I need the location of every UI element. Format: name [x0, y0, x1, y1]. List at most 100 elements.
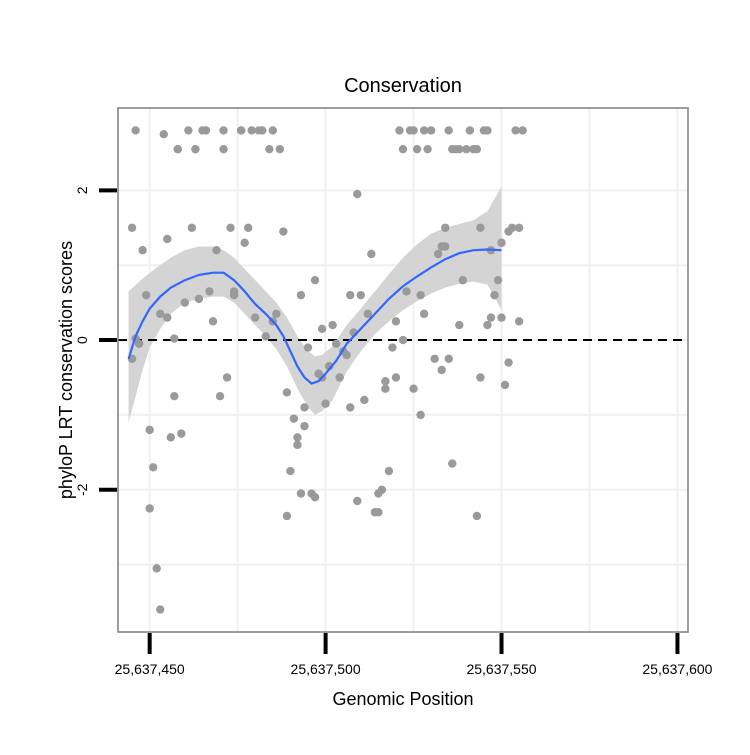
data-point: [507, 223, 517, 232]
data-point: [258, 126, 267, 135]
data-point: [377, 485, 387, 494]
data-point: [265, 144, 274, 154]
panel-frame-layer: [117, 107, 689, 633]
data-point: [398, 144, 408, 154]
data-point: [215, 392, 225, 401]
data-point: [409, 384, 418, 393]
data-point: [275, 144, 285, 154]
data-point: [145, 504, 154, 513]
data-point: [433, 249, 443, 259]
data-point: [156, 605, 165, 614]
data-point: [300, 403, 309, 412]
data-point: [472, 144, 482, 154]
data-point: [391, 373, 401, 382]
data-point: [300, 421, 309, 431]
data-point: [321, 399, 330, 408]
data-point: [191, 144, 200, 154]
data-point: [170, 392, 179, 401]
data-point: [483, 126, 492, 135]
data-point: [138, 246, 147, 255]
data-point: [310, 493, 320, 502]
data-point: [219, 126, 228, 135]
data-point: [444, 126, 453, 135]
data-point: [173, 144, 183, 154]
data-point: [346, 403, 355, 412]
data-point: [286, 466, 295, 476]
data-point: [514, 317, 524, 326]
data-point: [219, 144, 228, 154]
data-point: [208, 317, 218, 326]
data-point: [282, 388, 292, 397]
data-point: [476, 223, 485, 232]
data-point: [177, 429, 186, 438]
data-point: [367, 249, 376, 259]
data-point: [243, 223, 253, 232]
smooth-line: [127, 248, 502, 385]
data-point: [134, 339, 144, 348]
data-point: [148, 463, 158, 472]
data-point: [416, 290, 425, 300]
data-point: [180, 298, 190, 307]
data-point: [289, 414, 299, 423]
data-point: [353, 496, 362, 506]
data-point: [236, 126, 246, 135]
data-point: [472, 511, 482, 521]
data-point: [296, 290, 306, 300]
x-tick-label: 25,637,500: [291, 661, 361, 677]
data-point: [226, 223, 235, 232]
data-point: [184, 126, 193, 135]
x-axis-label: Genomic Position: [332, 689, 473, 709]
data-point: [360, 395, 369, 405]
data-point: [293, 440, 302, 450]
data-point: [437, 365, 446, 375]
x-tick-label: 25,637,600: [642, 661, 712, 677]
x-tick-label: 25,637,450: [115, 661, 185, 677]
data-point: [458, 275, 468, 285]
data-point: [131, 126, 140, 135]
data-point: [194, 294, 204, 304]
data-point: [282, 511, 292, 521]
data-point: [493, 275, 503, 285]
data-point: [412, 144, 422, 154]
data-point: [268, 126, 278, 135]
data-point: [518, 126, 527, 135]
data-point: [444, 354, 453, 363]
data-point: [293, 433, 302, 442]
data-point: [465, 126, 475, 135]
data-point: [490, 290, 499, 300]
data-point: [441, 223, 450, 232]
data-point: [310, 275, 320, 285]
data-point: [497, 238, 506, 247]
y-tick-label: 2: [74, 186, 90, 194]
panel-border: [117, 107, 689, 633]
data-point: [462, 144, 471, 154]
y-axis-label: phyloP LRT conservation scores: [56, 241, 76, 499]
data-point: [251, 313, 260, 322]
data-point: [317, 324, 327, 334]
data-point: [353, 189, 362, 199]
smooth-line-layer: [127, 248, 502, 385]
data-point: [163, 313, 172, 322]
data-point: [363, 309, 373, 319]
data-point: [419, 309, 429, 319]
data-point: [145, 425, 154, 435]
scatter-points: [127, 126, 527, 614]
data-point: [222, 373, 232, 382]
data-point: [402, 287, 411, 296]
data-point: [381, 384, 390, 393]
data-point: [152, 564, 161, 573]
data-point: [448, 459, 457, 468]
data-point: [342, 350, 351, 360]
data-point: [205, 287, 214, 296]
data-point: [229, 287, 239, 296]
data-point: [335, 373, 344, 382]
data-point: [430, 354, 439, 363]
chart-title: Conservation: [344, 75, 462, 97]
data-point: [272, 309, 281, 319]
data-point: [240, 238, 249, 247]
data-point: [441, 242, 450, 251]
data-point: [511, 126, 520, 135]
data-point: [426, 126, 436, 135]
